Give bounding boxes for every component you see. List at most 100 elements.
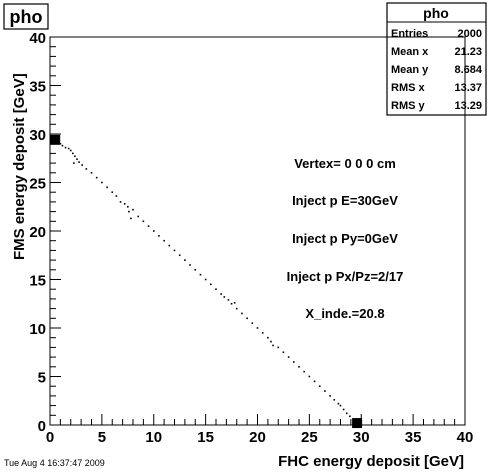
y-tick-label: 25	[29, 176, 46, 193]
y-tick-label: 0	[38, 418, 46, 435]
annotation-py: Inject p Py=0GeV	[292, 231, 398, 246]
scatter-point	[204, 278, 207, 281]
scatter-cluster	[50, 134, 61, 145]
x-tick-label: 10	[145, 429, 162, 446]
scatter-point	[147, 225, 150, 227]
scatter-point	[345, 412, 348, 415]
scatter-point	[127, 205, 129, 208]
scatter-point	[267, 336, 269, 339]
scatter-point	[173, 249, 176, 252]
scatter-point	[287, 356, 290, 358]
scatter-point	[152, 230, 155, 232]
scatter-point	[215, 288, 217, 290]
annotation-px-pz: Inject p Px/Pz=2/17	[287, 269, 404, 284]
scatter-point	[69, 149, 72, 152]
scatter-point	[111, 191, 114, 193]
scatter-point	[90, 172, 93, 174]
x-tick-label: 30	[353, 429, 370, 446]
scatter-point	[106, 186, 108, 189]
annotation-vertex: Vertex= 0 0 0 cm	[294, 156, 396, 171]
scatter-point	[303, 370, 305, 373]
y-tick-label: 35	[29, 79, 46, 96]
scatter-point	[85, 168, 88, 170]
x-tick-label: 0	[46, 429, 54, 446]
scatter-point	[293, 361, 295, 363]
scatter-point	[230, 302, 233, 305]
scatter-point	[298, 366, 300, 368]
scatter-point	[246, 317, 248, 320]
annotation-x-inde: X_inde.=20.8	[305, 306, 384, 321]
stats-label-rms-x: RMS x	[391, 82, 426, 94]
scatter-point	[81, 164, 83, 166]
scatter-point	[342, 408, 345, 411]
scatter-point	[333, 398, 336, 401]
scatter-point	[349, 415, 351, 418]
scatter-point	[194, 269, 197, 271]
scatter-point	[132, 208, 134, 211]
scatter-point	[324, 390, 326, 392]
scatter-point	[235, 307, 238, 310]
scatter-point	[142, 220, 145, 223]
scatter-point	[163, 239, 165, 242]
scatter-point	[119, 201, 122, 203]
scatter-point	[223, 296, 226, 298]
scatter-point	[241, 312, 243, 315]
x-tick-label: 40	[457, 429, 474, 446]
stats-value-entries: 2000	[458, 28, 482, 40]
scatter-point	[210, 283, 212, 286]
y-tick-label: 5	[38, 370, 46, 387]
scatter-point	[73, 162, 75, 164]
stats-label-mean-y: Mean y	[391, 64, 429, 76]
scatter-point	[270, 340, 272, 343]
scatter-point	[95, 176, 98, 179]
scatter-point	[59, 142, 62, 145]
scatter-point	[199, 273, 202, 276]
scatter-point	[256, 327, 259, 329]
scatter-point	[233, 301, 236, 304]
title-box	[3, 3, 49, 30]
y-tick-label: 20	[29, 224, 46, 241]
y-tick-label: 15	[29, 273, 46, 290]
stats-label-rms-y: RMS y	[391, 100, 426, 112]
scatter-point	[313, 380, 316, 383]
scatter-point	[78, 161, 80, 163]
scatter-point	[123, 203, 126, 205]
scatter-point	[130, 217, 132, 220]
scatter-point	[128, 210, 130, 213]
scatter-point	[277, 346, 280, 349]
scatter-point	[61, 144, 64, 147]
scatter-point	[272, 344, 274, 347]
x-tick-label: 15	[197, 429, 214, 446]
x-tick-label: 35	[405, 429, 422, 446]
scatter-point	[282, 351, 285, 354]
x-tick-label: 20	[249, 429, 266, 446]
stats-value-mean-x: 21.23	[454, 46, 482, 58]
axes: 0 5 10 15 20 25 30 35 40 0 5 10 15 20 25 30 35 40	[29, 30, 473, 446]
scatter-point	[220, 293, 222, 295]
scatter-point	[339, 404, 342, 407]
scatter-point	[74, 155, 76, 158]
scatter-point	[308, 375, 311, 378]
scatter-point	[158, 235, 160, 237]
scatter-point	[178, 254, 181, 257]
y-axis-label: FMS energy deposit [GeV]	[11, 73, 28, 260]
stats-header: pho	[423, 5, 449, 21]
chart-title: pho	[10, 7, 43, 27]
scatter-point	[337, 402, 340, 405]
stats-value-mean-y: 8.684	[454, 64, 482, 76]
scatter-point	[101, 181, 103, 184]
scatter-point	[329, 395, 331, 397]
scatter-point	[115, 195, 118, 197]
scatter-point	[189, 264, 191, 266]
stats-box: pho Entries 2000 Mean x 21.23 Mean y 8.6…	[386, 2, 487, 116]
scatter-point	[227, 299, 230, 301]
scatter-points	[50, 134, 363, 429]
timestamp: Tue Aug 4 16:37:47 2009	[4, 458, 105, 468]
x-axis-label: FHC energy deposit [GeV]	[278, 453, 464, 470]
stats-label-mean-x: Mean x	[391, 46, 429, 58]
annotation-energy: Inject p E=30GeV	[292, 193, 398, 208]
y-tick-label: 10	[29, 321, 46, 338]
scatter-point	[168, 244, 171, 247]
stats-value-rms-y: 13.29	[454, 100, 482, 112]
